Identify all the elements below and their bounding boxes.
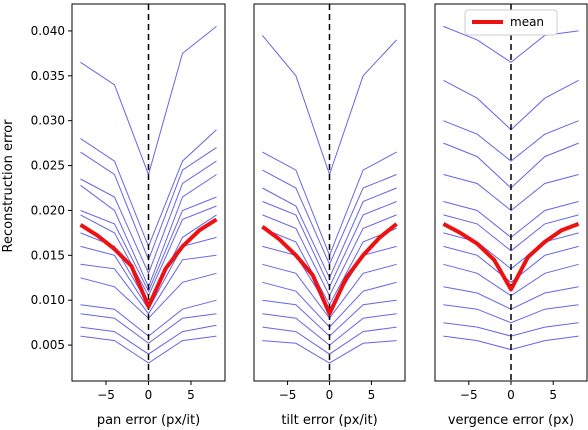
legend: mean bbox=[464, 9, 558, 36]
curve-line bbox=[443, 304, 579, 324]
curve-line bbox=[80, 196, 217, 293]
x-tick-label: −5 bbox=[97, 388, 115, 402]
x-tick-label: 0 bbox=[326, 388, 334, 402]
x-axis-label: vergence error (px) bbox=[448, 413, 574, 428]
y-tick-label: 0.030 bbox=[31, 114, 65, 128]
y-tick-label: 0.005 bbox=[31, 338, 65, 352]
curve-line bbox=[443, 120, 579, 162]
curve-line bbox=[443, 245, 579, 283]
x-tick-label: 5 bbox=[368, 388, 376, 402]
mean-line bbox=[442, 222, 580, 292]
curve-line bbox=[80, 335, 217, 364]
y-tick-label: 0.020 bbox=[31, 203, 65, 217]
x-tick-label: 0 bbox=[507, 388, 515, 402]
curve-line bbox=[80, 160, 217, 275]
curve-line bbox=[80, 313, 217, 344]
panel-pan-error: −5 0 5 pan error (px/it) 0.005 0.010 0.015 0.02… bbox=[31, 3, 226, 428]
y-tick-label: 0.040 bbox=[31, 24, 65, 38]
curve-line bbox=[443, 174, 579, 212]
y-tick-label: 0.010 bbox=[31, 293, 65, 307]
curve-line bbox=[262, 340, 397, 364]
y-tick-label: 0.015 bbox=[31, 248, 65, 262]
x-tick-label: −5 bbox=[460, 388, 478, 402]
legend-box bbox=[464, 9, 558, 36]
panel-tilt-error: −5 0 5 tilt error (px/it) bbox=[253, 3, 406, 428]
x-tick-label: 5 bbox=[549, 388, 557, 402]
curve-line bbox=[80, 254, 217, 315]
mean-line bbox=[79, 217, 218, 309]
x-axis-label: pan error (px/it) bbox=[97, 413, 200, 428]
curve-line bbox=[443, 214, 579, 252]
x-tick-label: 0 bbox=[145, 388, 153, 402]
x-tick-label: 5 bbox=[187, 388, 195, 402]
x-tick-label: −5 bbox=[279, 388, 297, 402]
curve-line bbox=[262, 326, 397, 355]
legend-mean-label: mean bbox=[510, 15, 544, 29]
y-axis-label: Reconstruction error bbox=[1, 119, 16, 253]
x-axis-label: tilt error (px/it) bbox=[281, 413, 377, 428]
panel-vergence-error: −5 0 5 vergence error (px) mean bbox=[434, 3, 588, 428]
y-tick-label: 0.035 bbox=[31, 69, 65, 83]
mean-line bbox=[261, 222, 398, 316]
y-tick-label: 0.025 bbox=[31, 159, 65, 173]
